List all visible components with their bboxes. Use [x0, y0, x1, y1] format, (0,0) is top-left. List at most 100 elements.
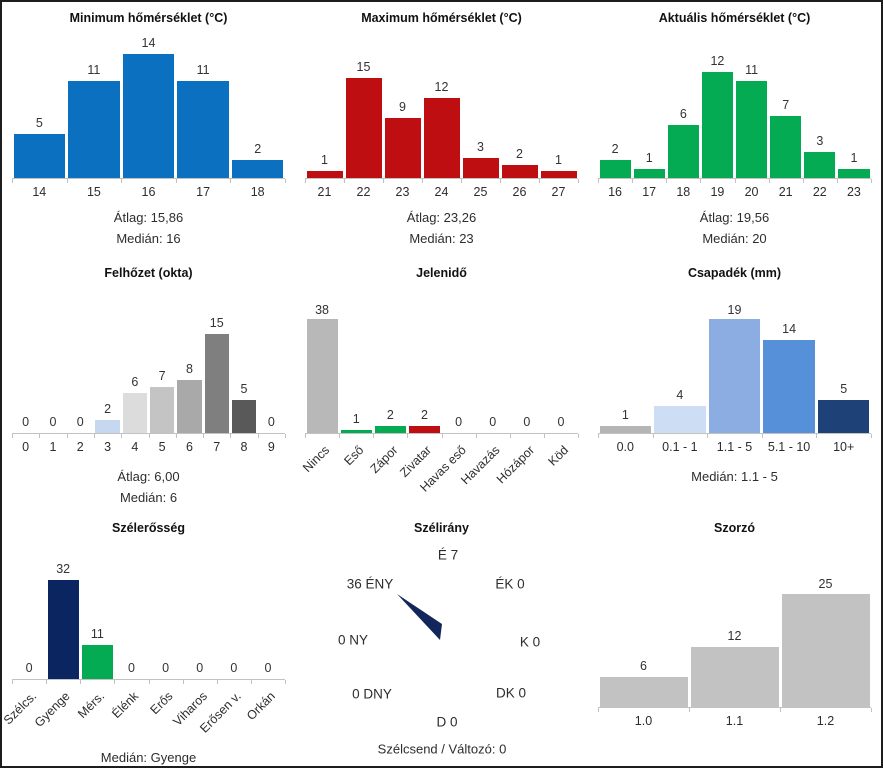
axis-tick — [114, 680, 116, 684]
axis-tick — [12, 434, 13, 438]
compass-point-dny: 0 DNY — [352, 687, 392, 702]
bar-slot: 6 — [598, 577, 689, 707]
x-tick-label: 9 — [267, 440, 275, 454]
bar-value-label: 0 — [455, 415, 463, 429]
x-tick-label: Mérs. — [75, 689, 108, 721]
x-tick-label: 8 — [240, 440, 248, 454]
x-tick-label: 0.1 - 1 — [662, 440, 698, 454]
axis-tick — [539, 179, 540, 183]
bar-slot: 6 — [121, 303, 148, 433]
x-tick-label: 25 — [473, 185, 488, 199]
x-tick-label: 17 — [642, 185, 657, 199]
bar-0-0 — [599, 426, 652, 433]
bar-value-label: 12 — [710, 54, 725, 68]
chart-footer-median: Medián: 20 — [702, 231, 767, 246]
bar-slot: 3 — [461, 28, 500, 178]
x-tick-label: 16 — [608, 185, 623, 199]
x-tick-label: 10+ — [833, 440, 855, 454]
bar-7 — [204, 334, 229, 433]
bar-slot: 4 — [653, 303, 708, 433]
x-axis — [598, 433, 872, 439]
bar-value-label: 2 — [386, 408, 394, 422]
bar-eso — [340, 430, 372, 433]
bar-slot: 0 — [544, 303, 578, 433]
x-tick-label: 26 — [512, 185, 527, 199]
compass-direction-label: K — [519, 634, 529, 650]
bar-20 — [736, 81, 768, 178]
axis-tick — [93, 434, 95, 438]
x-tick-label: Orkán — [243, 689, 278, 723]
x-tick-label: 7 — [213, 440, 221, 454]
compass-direction-label: DK — [495, 685, 515, 701]
bar-nincs — [306, 319, 338, 433]
bar-value-label: 25 — [818, 577, 833, 591]
bar-8 — [231, 400, 257, 433]
axis-tick — [689, 708, 690, 712]
axis-tick — [148, 434, 150, 438]
chart-panel-jelenido: Jelenidő 38 1 2 2 0 0 0 0 Nincs Eső Zápor Zivatar Hav… — [295, 257, 588, 512]
bar-value-label: 11 — [87, 63, 101, 77]
bar-value-label: 14 — [782, 322, 797, 336]
bar-value-label: 11 — [196, 63, 210, 77]
bar-value-label: 5 — [840, 382, 848, 396]
x-tick-label: 18 — [676, 185, 691, 199]
bar-slot: 2 — [230, 28, 285, 178]
bar-value-label: 38 — [315, 303, 330, 317]
bar-value-label: 2 — [104, 402, 112, 416]
compass-value: 0 — [518, 685, 527, 701]
chart-footer-average: Medián: 1.1 - 5 — [691, 469, 778, 484]
x-axis-labels: 0.0 0.1 - 1 1.1 - 5 5.1 - 10 10+ — [598, 439, 871, 456]
bar-0-1-1 — [654, 406, 706, 433]
bar-slot: 14 — [762, 303, 817, 433]
bar-slot: 1 — [539, 28, 578, 178]
chart-panel-minimum-homerseklet-c: Minimum hőmérséklet (°C) 5 11 14 11 2 14 15 16 17… — [2, 2, 295, 257]
axis-tick — [632, 179, 634, 183]
axis-tick — [344, 179, 345, 183]
axis-tick — [836, 179, 838, 183]
chart-title: Szélirány — [414, 521, 469, 535]
bar-value-label: 15 — [356, 60, 371, 74]
plot-area: 6 12 25 — [588, 577, 881, 707]
bar-26 — [501, 165, 538, 178]
x-tick-label: 3 — [104, 440, 112, 454]
bar-slot: 38 — [305, 303, 339, 433]
compass-value: 0 — [352, 686, 360, 702]
axis-tick — [285, 434, 286, 438]
chart-title: Aktuális hőmérséklet (°C) — [658, 11, 811, 25]
x-tick-label: 0 — [22, 440, 30, 454]
axis-tick — [66, 179, 68, 183]
x-axis — [305, 178, 579, 184]
bar-25 — [462, 158, 499, 178]
bar-slot: 1 — [339, 303, 373, 433]
axis-tick — [543, 434, 545, 438]
bar-slot: 1 — [305, 28, 344, 178]
axis-tick — [175, 434, 177, 438]
bar-value-label: 2 — [516, 147, 523, 161]
axis-tick — [285, 179, 286, 183]
bar-23 — [838, 169, 870, 178]
x-axis — [12, 178, 286, 184]
compass-point-e: É 7 — [438, 548, 458, 563]
axis-tick — [816, 434, 818, 438]
bar-value-label: 32 — [56, 562, 71, 576]
compass-direction-label: ÉK — [495, 576, 514, 592]
plot-area: 0 32 11 0 0 0 0 0 — [2, 549, 295, 679]
x-axis-labels: Szélcs. Gyenge Mérs. Élénk Erős Viharos Erősen… — [1, 685, 285, 743]
bar-mers — [81, 645, 113, 679]
chart-title: Jelenidő — [416, 266, 467, 280]
bar-value-label: 2 — [420, 408, 428, 422]
axis-tick — [780, 708, 781, 712]
bar-value-label: 0 — [230, 661, 238, 675]
bar-value-label: 1 — [555, 153, 562, 167]
axis-tick — [80, 680, 82, 684]
bar-22 — [804, 152, 836, 178]
bar-3 — [95, 420, 120, 433]
axis-tick — [407, 434, 409, 438]
axis-tick — [121, 434, 123, 438]
bar-slot: 0 — [442, 303, 476, 433]
bar-zapor — [374, 426, 406, 433]
bar-5 — [149, 387, 175, 433]
x-tick-label: 1 — [49, 440, 57, 454]
compass-value: 0 — [517, 576, 525, 592]
